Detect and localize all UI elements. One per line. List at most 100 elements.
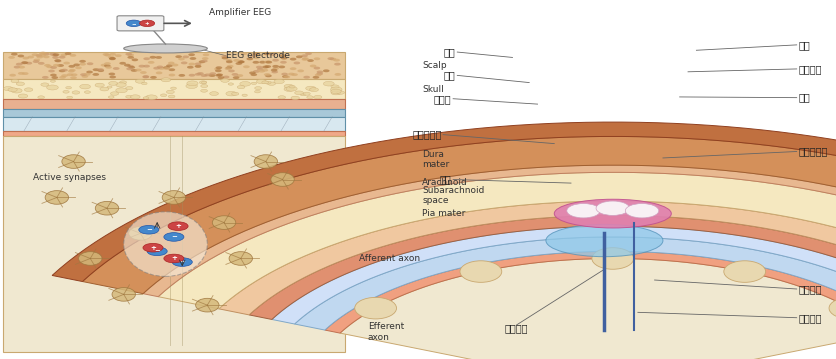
Circle shape [21,61,28,64]
Circle shape [129,66,135,69]
Circle shape [109,81,118,85]
Circle shape [22,61,28,64]
Circle shape [161,78,171,82]
Circle shape [156,65,163,68]
Circle shape [37,56,43,59]
Circle shape [79,84,90,89]
Circle shape [328,57,334,60]
Ellipse shape [212,216,236,229]
Circle shape [126,67,133,70]
Circle shape [186,81,198,86]
Circle shape [168,95,175,98]
Circle shape [135,79,145,83]
Circle shape [18,72,24,75]
Circle shape [164,67,171,70]
Circle shape [272,71,278,74]
Circle shape [253,70,260,73]
Circle shape [226,91,237,96]
Circle shape [243,65,250,68]
Circle shape [233,59,240,62]
Circle shape [334,73,341,76]
Ellipse shape [95,201,119,215]
Circle shape [48,70,55,73]
Polygon shape [52,122,836,281]
Circle shape [259,61,266,64]
Circle shape [104,64,110,67]
Polygon shape [143,165,836,297]
Circle shape [61,74,68,77]
Circle shape [69,65,75,68]
Circle shape [50,74,57,76]
Circle shape [262,81,268,84]
Circle shape [291,96,299,100]
Circle shape [120,81,126,84]
Circle shape [166,64,173,67]
Circle shape [268,82,276,85]
Circle shape [195,65,201,67]
Circle shape [135,69,141,71]
Bar [3,136,345,352]
Circle shape [179,74,186,77]
Circle shape [39,54,46,57]
Circle shape [314,67,320,70]
Circle shape [53,53,59,56]
Bar [3,131,345,136]
Circle shape [250,55,257,57]
Circle shape [216,66,222,69]
Circle shape [127,53,134,56]
Circle shape [300,93,306,96]
Circle shape [190,57,196,60]
Circle shape [46,65,53,68]
Circle shape [84,91,90,93]
Text: 帽状腼膜: 帽状腼膜 [798,64,822,74]
Circle shape [142,75,149,78]
Text: 头皮: 头皮 [798,40,810,50]
Circle shape [314,74,321,76]
Circle shape [330,87,342,92]
Circle shape [110,92,119,95]
Circle shape [120,62,126,65]
Circle shape [625,204,659,218]
Polygon shape [294,237,836,330]
Circle shape [49,53,56,56]
Circle shape [150,56,156,59]
Circle shape [70,76,77,79]
Circle shape [216,74,222,77]
Ellipse shape [124,44,207,53]
Circle shape [210,92,218,95]
Circle shape [109,73,115,75]
Ellipse shape [62,155,85,168]
Circle shape [66,87,71,89]
Ellipse shape [271,173,294,186]
Circle shape [42,76,48,79]
Circle shape [309,88,319,92]
Circle shape [60,53,67,56]
Circle shape [286,87,297,91]
Circle shape [107,86,112,88]
Text: Scalp: Scalp [422,61,446,70]
Circle shape [9,74,16,76]
Circle shape [95,83,104,87]
Circle shape [127,65,134,68]
Circle shape [126,20,141,27]
Circle shape [155,56,162,59]
Circle shape [87,62,94,65]
Text: Dura
mater: Dura mater [422,150,450,169]
Circle shape [242,94,247,97]
Circle shape [79,60,86,63]
Bar [3,52,345,79]
Text: 大脑皮质: 大脑皮质 [505,323,528,334]
Circle shape [215,69,222,72]
Circle shape [204,74,211,76]
Circle shape [222,55,228,58]
Circle shape [36,54,43,57]
Circle shape [125,87,133,90]
Circle shape [130,95,140,99]
Circle shape [225,67,232,70]
Circle shape [237,85,245,89]
Circle shape [64,62,70,65]
Circle shape [331,85,339,88]
Circle shape [22,72,28,75]
Circle shape [186,84,197,89]
Circle shape [227,65,233,67]
